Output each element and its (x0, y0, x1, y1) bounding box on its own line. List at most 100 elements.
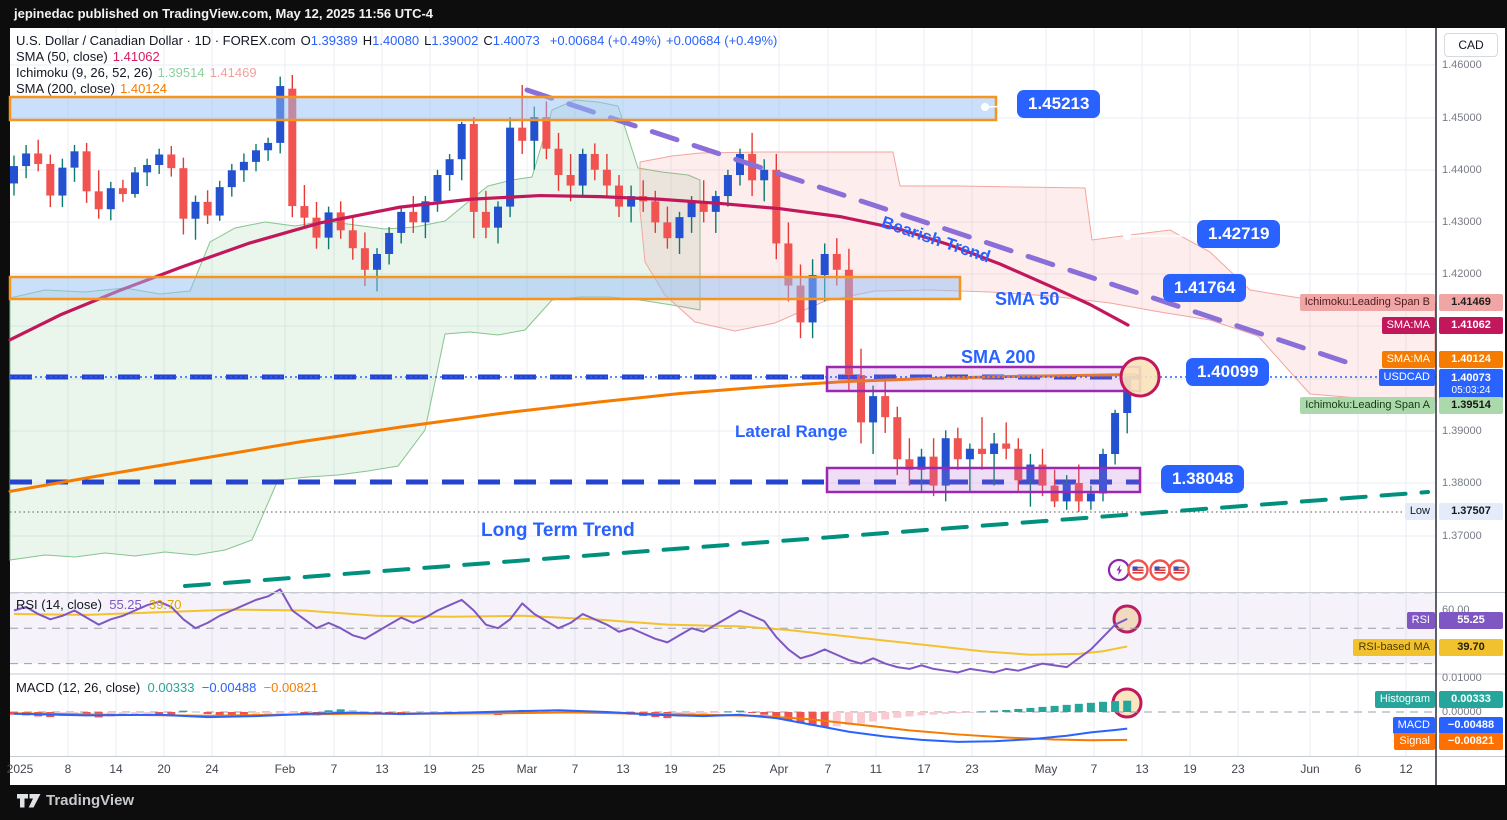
tradingview-brand-text[interactable]: TradingView (46, 792, 135, 809)
ichimoku-pink-cloud (639, 151, 1436, 402)
axis-badge-tag: RSI-based MA (1353, 639, 1435, 656)
symbol-title: U.S. Dollar / Canadian Dollar · 1D · FOR… (16, 33, 296, 48)
axis-badge-tag: Ichimoku:Leading Span A (1300, 397, 1435, 414)
macd-line (13, 709, 1128, 743)
rsi-ma-value: 39.70 (149, 597, 182, 612)
price-zones[interactable] (8, 95, 1195, 301)
macd-signal-value: −0.00821 (263, 680, 319, 695)
sma200-annotation[interactable]: SMA 200 (961, 347, 1036, 367)
ichimoku-legend-row[interactable]: Ichimoku (9, 26, 52, 26) 1.39514 1.41469 (16, 65, 782, 81)
axis-tick-label: 1.44000 (1442, 164, 1482, 176)
ohlc-key: C (483, 33, 493, 48)
time-tick-label: 17 (917, 762, 931, 776)
macd-legend-row[interactable]: MACD (12, 26, close) 0.00333 −0.00488 −0… (16, 680, 318, 695)
axis-badge-value: −0.00488 (1439, 717, 1503, 734)
macd-hist-value: 0.00333 (147, 680, 195, 695)
rsi-line (13, 588, 1128, 674)
change-value-2: +0.00684 (+0.49%) (666, 33, 778, 48)
time-tick-label: 14 (109, 762, 123, 776)
axis-tick-label: 0.01000 (1442, 672, 1482, 684)
time-tick-label: 23 (965, 762, 979, 776)
trend-lines[interactable] (183, 87, 1430, 588)
sma50-line (8, 193, 1130, 342)
time-tick-label: Feb (274, 762, 296, 776)
time-tick-label: 20 (157, 762, 171, 776)
ohlc-key: O (300, 33, 311, 48)
axis-badge-tag: Histogram (1374, 691, 1435, 708)
time-tick-label: 13 (1135, 762, 1149, 776)
axis-badge-tag: Ichimoku:Leading Span B (1299, 294, 1435, 311)
sma50-legend-row[interactable]: SMA (50, close) 1.41062 (16, 49, 782, 65)
time-tick-label: 12 (1399, 762, 1413, 776)
axis-badge-value: 1.40124 (1439, 351, 1503, 368)
time-tick-label: Jun (1300, 762, 1320, 776)
price-callout[interactable]: 1.42719 (1197, 220, 1281, 248)
axis-tick-label: 1.43000 (1442, 216, 1482, 228)
price-zone (8, 275, 962, 301)
ichimoku-span-a-value: 1.39514 (157, 65, 205, 80)
sma200-label: SMA (200, close) (16, 81, 115, 96)
time-tick-label: 13 (375, 762, 389, 776)
sma200-legend-row[interactable]: SMA (200, close) 1.40124 (16, 81, 782, 97)
price-callout[interactable]: 1.41764 (1163, 274, 1247, 302)
price-zone (8, 95, 998, 122)
axis-badge-value: 1.41062 (1439, 317, 1503, 334)
rsi-label: RSI (14, close) (16, 597, 102, 612)
axis-tick-label: 1.42000 (1442, 268, 1482, 280)
time-tick-label: 25 (712, 762, 726, 776)
time-tick-label: May (1034, 762, 1058, 776)
price-callout[interactable]: 1.45213 (1017, 90, 1101, 118)
lateral-range-boxes[interactable] (825, 365, 1142, 494)
trend-dashed-line (183, 490, 1430, 588)
axis-badge-tag: SMA:MA (1381, 317, 1435, 334)
ohlc-value: 1.39002 (431, 33, 479, 48)
lateral-range-box (825, 466, 1142, 494)
rsi-ma-line (13, 608, 1128, 656)
rsi-legend-row[interactable]: RSI (14, close) 55.25 39.70 (16, 597, 182, 612)
economic-event-icons[interactable] (1107, 558, 1190, 582)
sma50-annotation[interactable]: SMA 50 (995, 289, 1060, 309)
ichimoku-green-cloud (9, 99, 701, 561)
ichimoku-label: Ichimoku (9, 26, 52, 26) (16, 65, 153, 80)
axis-badge-value: 1.37507 (1439, 503, 1503, 520)
trend-dashed-line (524, 87, 1361, 369)
pane-separators-and-axis-line (10, 28, 1505, 785)
time-tick-label: 7 (1090, 762, 1098, 776)
ichimoku-cloud (9, 99, 1436, 561)
price-callout[interactable]: 1.40099 (1186, 358, 1270, 386)
time-tick-label: 13 (616, 762, 630, 776)
axis-badge-tag: USDCAD (1378, 369, 1435, 386)
ohlc-value: 1.40080 (372, 33, 420, 48)
long-term-trend-annotation[interactable]: Long Term Trend (481, 520, 635, 541)
axis-tick-label: 1.46000 (1442, 59, 1482, 71)
macd-label: MACD (12, 26, close) (16, 680, 141, 695)
time-tick-label: 2025 (6, 762, 34, 776)
symbol-legend-row[interactable]: U.S. Dollar / Canadian Dollar · 1D · FOR… (16, 33, 782, 49)
axis-badge-value: 1.40073 05:03:24 (1439, 369, 1503, 401)
sma200-value: 1.40124 (120, 81, 167, 96)
time-tick-label: 7 (824, 762, 832, 776)
lateral-range-annotation[interactable]: Lateral Range (735, 422, 848, 441)
axis-badge-value: 55.25 (1439, 612, 1503, 629)
sma50-label: SMA (50, close) (16, 49, 108, 64)
macd-pane (10, 700, 1436, 743)
axis-badge-tag: SMA:MA (1381, 351, 1435, 368)
ichimoku-span-b-value: 1.41469 (209, 65, 257, 80)
ohlc-value: 1.40073 (492, 33, 540, 48)
rsi-value: 55.25 (109, 597, 142, 612)
countdown-timer: 05:03:24 (1451, 385, 1491, 396)
callout-anchor-dot (981, 103, 989, 111)
publish-banner: jepinedac published on TradingView.com, … (14, 6, 434, 21)
axis-tick-label: 1.38000 (1442, 477, 1482, 489)
axis-badge-tag: RSI (1406, 612, 1435, 629)
axis-badge-tag: Signal (1394, 733, 1435, 750)
currency-toggle-button[interactable]: CAD (1444, 33, 1498, 57)
tradingview-logo-icon[interactable] (16, 791, 42, 809)
axis-tick-label: 0.00000 (1442, 706, 1482, 718)
axis-tick-label: 1.39000 (1442, 425, 1482, 437)
time-tick-label: Apr (769, 762, 789, 776)
price-callout[interactable]: 1.38048 (1161, 465, 1245, 493)
time-tick-label: 25 (471, 762, 485, 776)
